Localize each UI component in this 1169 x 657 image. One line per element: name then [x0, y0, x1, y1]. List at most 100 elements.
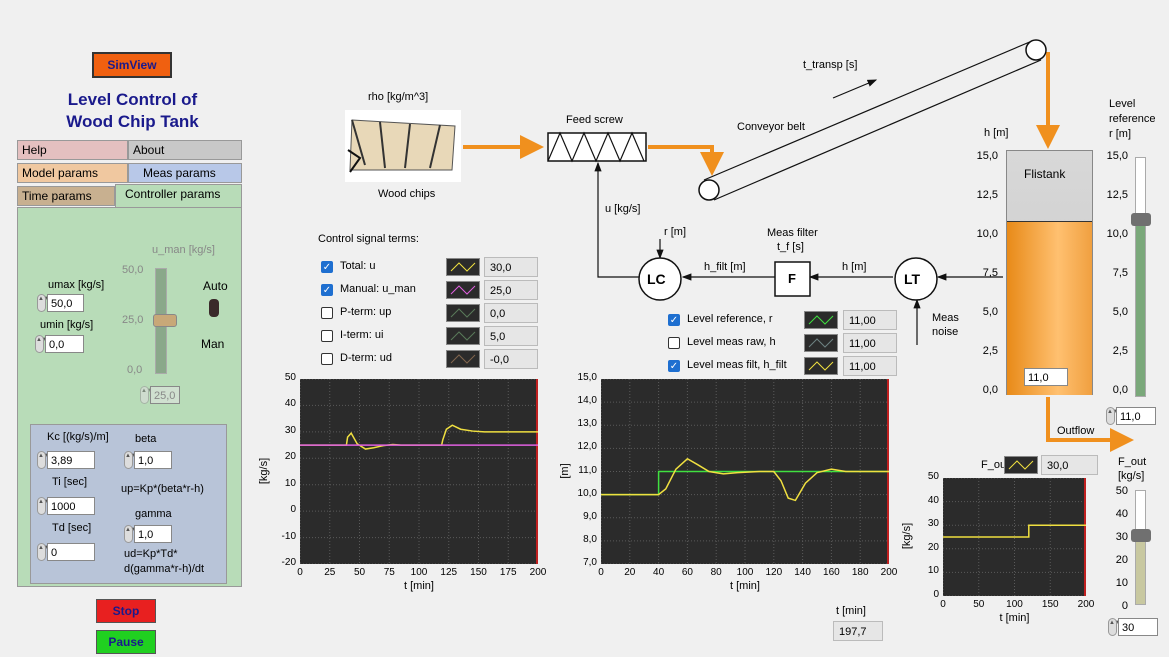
signal-checkbox[interactable]: [321, 353, 333, 365]
fout-slider-scale-tick: 10: [1115, 577, 1128, 589]
screw-flow-line: [648, 145, 724, 176]
level-ref-scale-tick: 12,5: [1106, 189, 1128, 201]
kc-stepper[interactable]: ▲▼: [37, 451, 50, 469]
level-signal-checkbox[interactable]: [668, 337, 680, 349]
level-chart: [600, 378, 890, 565]
level-signal-label: Level meas raw, h: [687, 336, 776, 348]
level-ref-label-1: Level: [1109, 98, 1136, 110]
y-tick-label: 14,0: [577, 395, 597, 407]
fout-input[interactable]: 30: [1118, 618, 1158, 636]
filter-f-label: F: [788, 271, 796, 286]
fout-slider-scale-tick: 0: [1121, 600, 1128, 612]
fout-stepper[interactable]: ▲▼: [1108, 618, 1121, 636]
level-ref-stepper[interactable]: ▲▼: [1106, 407, 1119, 425]
u-signal-label: u [kg/s]: [605, 203, 641, 215]
x-tick-label: 0: [598, 567, 604, 578]
u-man-slider-handle[interactable]: [153, 314, 177, 327]
pause-button[interactable]: Pause: [96, 630, 156, 654]
level-signal-checkbox[interactable]: ✓: [668, 314, 680, 326]
h-signal-label: h [m]: [842, 261, 867, 273]
tab-model-params[interactable]: Model params: [17, 163, 128, 183]
meas-filter-label: Meas filter: [767, 227, 818, 239]
gamma-stepper[interactable]: ▲▼: [124, 525, 137, 543]
level-ref-input[interactable]: 11,0: [1116, 407, 1156, 425]
tab-meas-params[interactable]: Meas params: [128, 163, 242, 183]
y-tick-label: 40: [927, 494, 939, 506]
u-man-stepper[interactable]: ▲▼: [140, 386, 153, 404]
meas-noise-label-1: Meas: [932, 312, 959, 324]
signal-checkbox[interactable]: [321, 330, 333, 342]
level-ref-scale-tick: 0,0: [1112, 384, 1128, 396]
x-axis-label: t [min]: [730, 580, 760, 592]
level-signal-swatch: [804, 311, 838, 329]
ti-stepper[interactable]: ▲▼: [37, 497, 50, 515]
feed-screw-label: Feed screw: [566, 114, 623, 126]
fout-legend-value: 30,0: [1041, 455, 1098, 475]
signal-checkbox[interactable]: [321, 307, 333, 319]
x-tick-label: 60: [681, 567, 693, 578]
signal-checkbox[interactable]: ✓: [321, 284, 333, 296]
level-signal-label: Level reference, r: [687, 313, 773, 325]
x-tick-label: 150: [470, 567, 487, 578]
tab-controller-params[interactable]: Controller params: [115, 184, 242, 208]
umin-label: umin [kg/s]: [40, 319, 94, 331]
h-filt-signal-label: h_filt [m]: [704, 261, 746, 273]
y-tick-label: 10: [927, 565, 939, 577]
level-ref-slider-handle[interactable]: [1131, 213, 1151, 226]
y-tick-label: 12,0: [577, 441, 597, 453]
ti-input[interactable]: 1000: [47, 497, 95, 515]
outflow-line: [1046, 397, 1134, 452]
auto-label: Auto: [203, 279, 228, 293]
u-man-input[interactable]: 25,0: [150, 386, 180, 404]
level-signal-value: 11,00: [843, 333, 897, 353]
y-tick-label: 8,0: [583, 533, 597, 545]
signal-checkbox[interactable]: ✓: [321, 261, 333, 273]
tank-fill: [1007, 221, 1092, 395]
signal-value: 0,0: [484, 303, 538, 323]
signal-swatch: [446, 281, 480, 299]
app-title-line2: Wood Chip Tank: [66, 112, 199, 131]
stop-button[interactable]: Stop: [96, 599, 156, 623]
signal-label: Total: u: [340, 260, 376, 272]
x-tick-label: 120: [765, 567, 783, 578]
level-signal-checkbox[interactable]: ✓: [668, 360, 680, 372]
fout-slider-handle[interactable]: [1131, 529, 1151, 542]
umin-stepper[interactable]: ▲▼: [35, 335, 48, 353]
level-ref-label-3: r [m]: [1109, 128, 1131, 140]
gamma-input[interactable]: 1,0: [134, 525, 172, 543]
level-signal-value: 11,00: [843, 356, 897, 376]
fout-slider-scale-tick: 50: [1115, 485, 1128, 497]
ud-formula-2: d(gamma*r-h)/dt: [124, 563, 205, 575]
x-tick-label: 100: [736, 567, 754, 578]
tab-about[interactable]: About: [128, 140, 242, 160]
umin-input[interactable]: 0,0: [45, 335, 84, 353]
conveyor-pulley-low: [698, 179, 720, 201]
outflow-chart: [942, 477, 1087, 597]
level-ref-scale-tick: 15,0: [1106, 150, 1128, 162]
x-tick-label: 0: [297, 567, 303, 578]
td-input[interactable]: 0: [47, 543, 95, 561]
tab-time-params[interactable]: Time params: [17, 186, 115, 206]
simview-button[interactable]: SimView: [92, 52, 172, 78]
level-ref-slider-fill: [1136, 222, 1145, 396]
td-stepper[interactable]: ▲▼: [37, 543, 50, 561]
td-label: Td [sec]: [52, 522, 92, 534]
kc-input[interactable]: 3,89: [47, 451, 95, 469]
tab-help[interactable]: Help: [17, 140, 128, 160]
umax-stepper[interactable]: ▲▼: [37, 294, 50, 312]
series-line: [943, 524, 1086, 538]
signal-label: D-term: ud: [340, 352, 392, 364]
signal-label: P-term: up: [340, 306, 392, 318]
y-tick-label: 11,0: [578, 464, 597, 476]
slider-tick-0: 0,0: [127, 364, 143, 376]
beta-stepper[interactable]: ▲▼: [124, 451, 137, 469]
beta-input[interactable]: 1,0: [134, 451, 172, 469]
fout-slider-label-2: [kg/s]: [1118, 470, 1145, 482]
x-tick-label: 200: [880, 567, 898, 578]
x-tick-label: 25: [324, 567, 336, 578]
x-tick-label: 200: [1077, 599, 1095, 610]
x-tick-label: 75: [383, 567, 395, 578]
umax-input[interactable]: 50,0: [47, 294, 84, 312]
x-axis-label: t [min]: [999, 612, 1030, 624]
auto-man-toggle[interactable]: [209, 299, 219, 317]
